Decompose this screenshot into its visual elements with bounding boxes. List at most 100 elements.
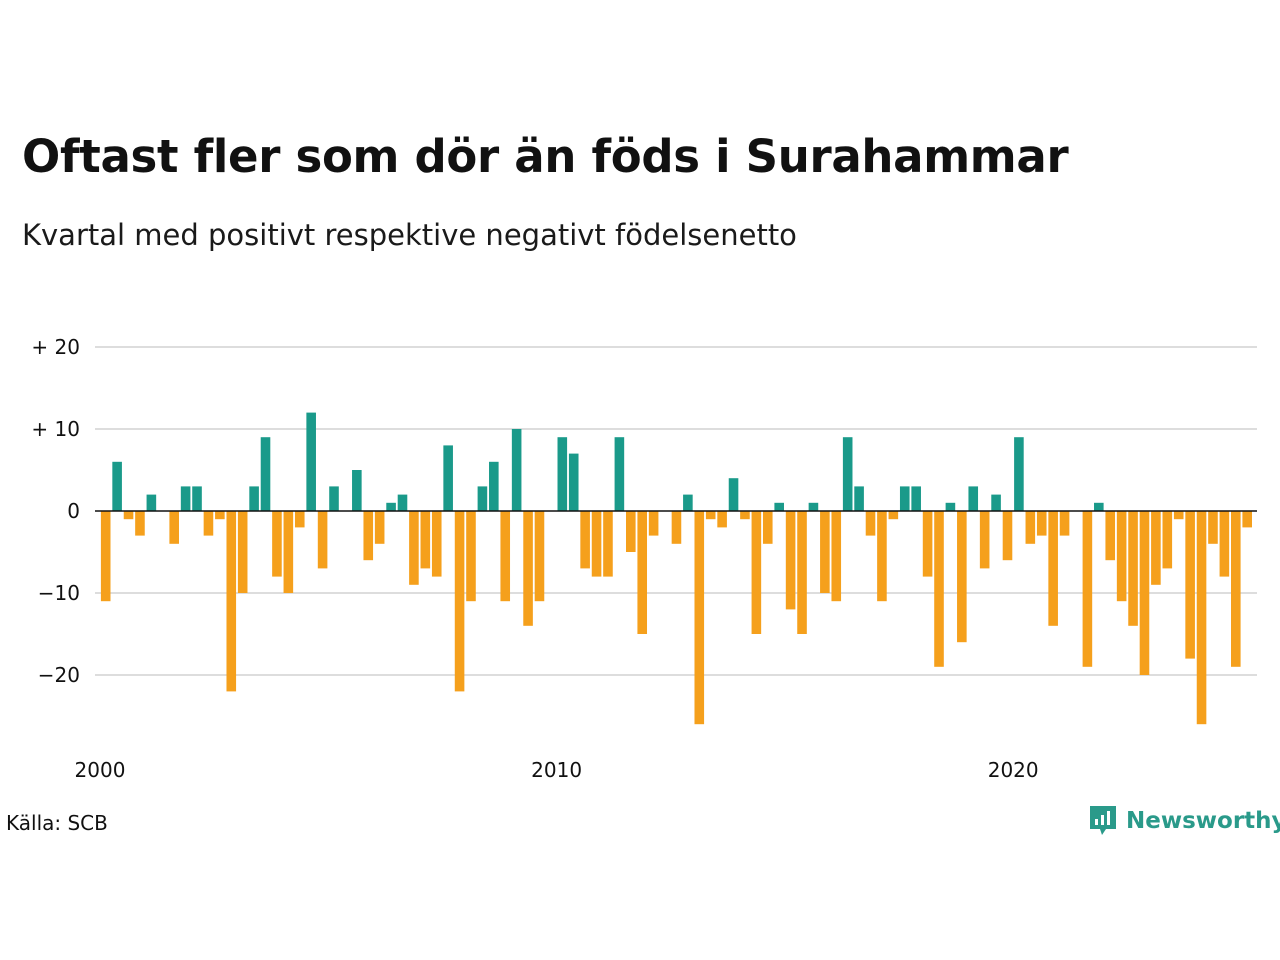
bar bbox=[888, 511, 899, 520]
bar bbox=[146, 494, 157, 511]
bar bbox=[123, 511, 134, 520]
bar bbox=[397, 494, 408, 511]
bar bbox=[580, 511, 590, 569]
bar bbox=[991, 494, 1001, 511]
bar bbox=[1048, 511, 1058, 626]
bar bbox=[317, 511, 328, 569]
bar bbox=[945, 502, 956, 511]
bar bbox=[192, 486, 202, 511]
bar bbox=[751, 511, 762, 634]
bar bbox=[226, 511, 237, 692]
y-tick-label: 0 bbox=[67, 499, 80, 523]
bar bbox=[831, 511, 842, 602]
bar bbox=[283, 511, 294, 593]
bar bbox=[237, 511, 248, 593]
bar bbox=[272, 511, 282, 577]
bar bbox=[911, 486, 921, 511]
bar bbox=[363, 511, 374, 561]
bar bbox=[215, 511, 225, 520]
bar bbox=[489, 461, 499, 511]
bar bbox=[386, 502, 396, 511]
bar bbox=[1116, 511, 1127, 602]
brand-name: Newsworthy bbox=[1126, 808, 1280, 834]
x-tick-label: 2010 bbox=[531, 758, 582, 782]
bar bbox=[1036, 511, 1047, 536]
bar bbox=[877, 511, 887, 602]
newsworthy-logo-icon bbox=[1090, 806, 1116, 835]
bar bbox=[1059, 511, 1070, 536]
bar bbox=[1219, 511, 1230, 577]
bar bbox=[523, 511, 533, 626]
bar bbox=[1173, 511, 1184, 520]
bar bbox=[671, 511, 682, 544]
bar bbox=[135, 511, 145, 536]
y-axis-ticks: + 20 + 10 0 −10 −20 bbox=[31, 335, 80, 687]
bar bbox=[979, 511, 990, 569]
bar bbox=[1002, 511, 1013, 561]
bar bbox=[169, 511, 179, 544]
bar bbox=[431, 511, 442, 577]
bar bbox=[648, 511, 659, 536]
y-tick-label: + 10 bbox=[31, 417, 80, 441]
bar bbox=[112, 461, 122, 511]
bar bbox=[1025, 511, 1036, 544]
bar bbox=[774, 502, 784, 511]
bar bbox=[557, 437, 568, 511]
bar bbox=[637, 511, 648, 634]
bar bbox=[968, 486, 979, 511]
x-tick-label: 2000 bbox=[75, 758, 126, 782]
x-axis-ticks: 2000 2010 2020 bbox=[75, 758, 1039, 782]
bar bbox=[591, 511, 602, 577]
bar bbox=[329, 486, 339, 511]
bar bbox=[409, 511, 419, 585]
bar bbox=[728, 478, 739, 511]
bar bbox=[534, 511, 545, 602]
bar bbox=[797, 511, 807, 634]
bar bbox=[717, 511, 727, 528]
brand-logo: Newsworthy bbox=[1088, 804, 1280, 838]
bar bbox=[1082, 511, 1093, 667]
bar bbox=[694, 511, 705, 725]
bar bbox=[808, 502, 819, 511]
bar bbox=[500, 511, 511, 602]
y-tick-label: + 20 bbox=[31, 335, 80, 359]
bar bbox=[306, 412, 316, 511]
bar bbox=[865, 511, 876, 536]
bar bbox=[705, 511, 716, 520]
source-note: Källa: SCB bbox=[6, 811, 108, 835]
chart-subtitle: Kvartal med positivt respektive negativt… bbox=[22, 218, 797, 252]
bar bbox=[1128, 511, 1138, 626]
bar bbox=[842, 437, 853, 511]
bar bbox=[454, 511, 465, 692]
bar bbox=[934, 511, 944, 667]
bar bbox=[568, 453, 579, 511]
bar bbox=[603, 511, 613, 577]
bar bbox=[899, 486, 910, 511]
bar bbox=[511, 429, 522, 511]
bar bbox=[785, 511, 796, 610]
bar bbox=[374, 511, 385, 544]
bar bbox=[1105, 511, 1116, 561]
x-tick-label: 2020 bbox=[988, 758, 1039, 782]
bar bbox=[614, 437, 625, 511]
chart-title: Oftast fler som dör än föds i Surahammar bbox=[22, 130, 1069, 183]
bar bbox=[1162, 511, 1173, 569]
grid-lines bbox=[95, 346, 1257, 676]
bar bbox=[820, 511, 830, 593]
bar bbox=[1185, 511, 1195, 659]
bar bbox=[762, 511, 773, 544]
bar bbox=[180, 486, 191, 511]
bar bbox=[1094, 502, 1104, 511]
bar bbox=[260, 437, 271, 511]
bar bbox=[1208, 511, 1218, 544]
bar bbox=[477, 486, 488, 511]
bar bbox=[1196, 511, 1207, 725]
y-tick-label: −10 bbox=[38, 581, 80, 605]
bar bbox=[1151, 511, 1161, 585]
bar bbox=[249, 486, 259, 511]
bar bbox=[957, 511, 967, 643]
bar bbox=[203, 511, 214, 536]
bar bbox=[626, 511, 636, 552]
bars bbox=[100, 412, 1252, 725]
